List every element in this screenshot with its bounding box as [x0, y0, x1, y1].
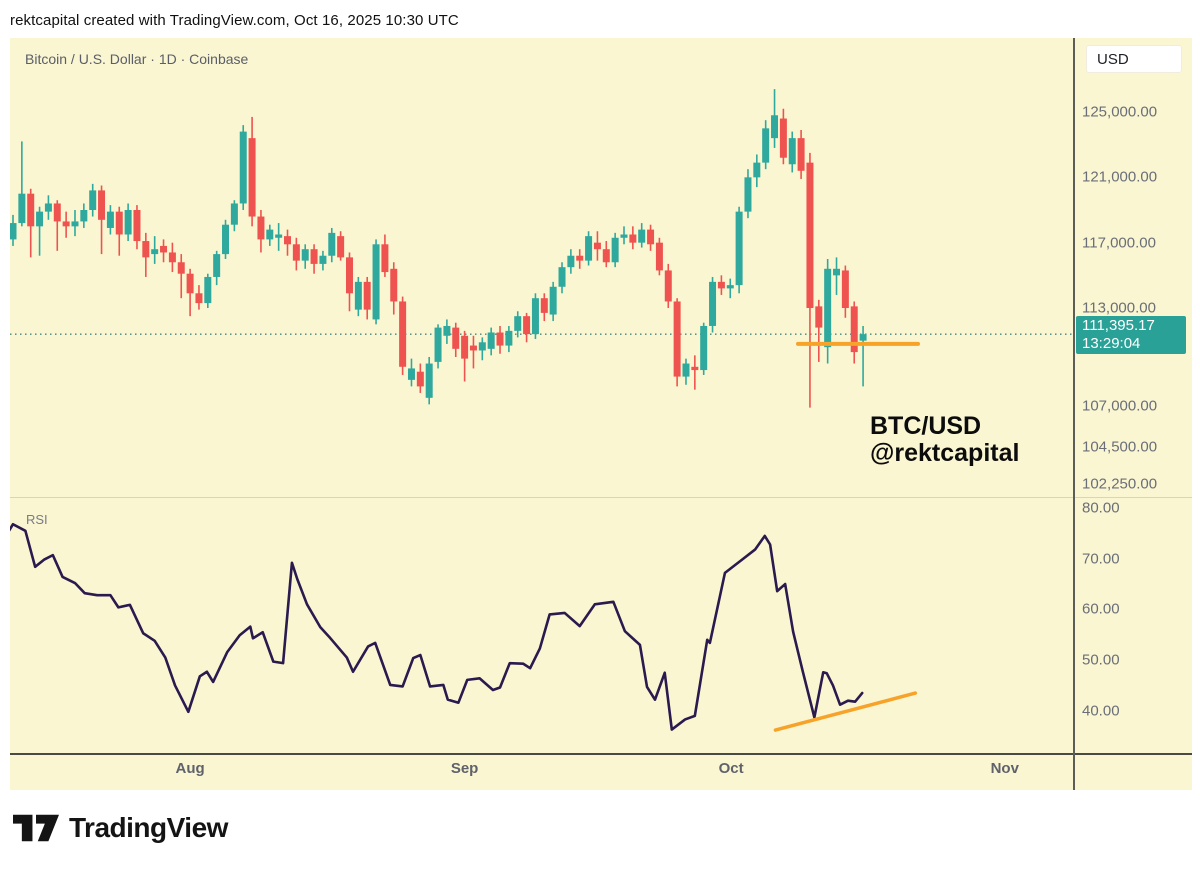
price-tick-label: 102,250.00 [1082, 475, 1158, 493]
price-tick-label: 113,000.00 [1082, 299, 1156, 317]
last-price-value: 111,395.17 [1082, 317, 1155, 334]
rsi-tick-label: 50.00 [1082, 651, 1120, 669]
last-price-badge: 111,395.17 13:29:04 [1076, 316, 1186, 354]
pane-separator [10, 497, 1192, 498]
price-tick-label: 107,000.00 [1082, 397, 1158, 415]
price-tick-label: 125,000.00 [1082, 103, 1158, 121]
currency-usd-button[interactable]: USD [1086, 45, 1182, 73]
rsi-tick-label: 60.00 [1082, 600, 1120, 618]
bar-countdown: 13:29:04 [1082, 335, 1141, 352]
rsi-indicator-label: RSI [26, 512, 48, 527]
tradingview-logo-text: TradingView [69, 812, 228, 843]
attribution-text: rektcapital created with TradingView.com… [10, 12, 459, 29]
price-tick-label: 104,500.00 [1082, 438, 1158, 456]
chart-container[interactable]: Bitcoin / U.S. Dollar · 1D · Coinbase US… [10, 38, 1192, 790]
annotation-handle: @rektcapital [870, 439, 1020, 467]
price-axis-line [1073, 38, 1075, 790]
chart-canvas[interactable] [10, 38, 1192, 790]
time-axis-separator [10, 753, 1192, 755]
rsi-tick-label: 80.00 [1082, 499, 1120, 517]
tradingview-logo-icon [13, 814, 59, 842]
chart-watermark-annotation: BTC/USD @rektcapital [870, 413, 1019, 467]
symbol-title: Bitcoin / U.S. Dollar · 1D · Coinbase [25, 51, 249, 67]
month-tick-label: Nov [990, 760, 1019, 777]
month-tick-label: Aug [175, 760, 205, 777]
rsi-tick-label: 40.00 [1082, 702, 1120, 720]
footer: TradingView [13, 808, 228, 848]
price-tick-label: 117,000.00 [1082, 234, 1156, 252]
month-tick-label: Sep [450, 760, 479, 777]
rsi-tick-label: 70.00 [1082, 550, 1120, 568]
month-tick-label: Oct [718, 760, 744, 777]
price-tick-label: 121,000.00 [1082, 168, 1158, 186]
annotation-symbol: BTC/USD [870, 412, 982, 440]
